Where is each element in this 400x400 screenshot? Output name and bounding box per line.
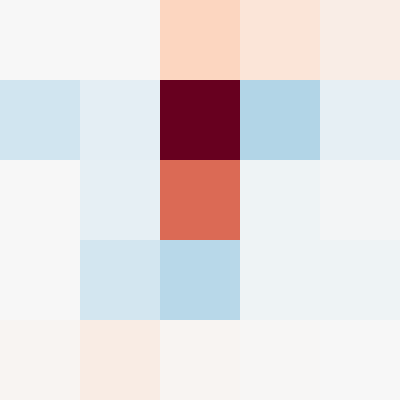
heatmap-cell bbox=[80, 160, 160, 240]
heatmap-cell bbox=[0, 0, 80, 80]
heatmap-cell bbox=[320, 320, 400, 400]
heatmap-cell bbox=[240, 160, 320, 240]
heatmap-cell bbox=[80, 0, 160, 80]
heatmap-cell bbox=[320, 80, 400, 160]
heatmap-cell bbox=[160, 0, 240, 80]
heatmap-cell bbox=[0, 320, 80, 400]
heatmap-cell bbox=[0, 80, 80, 160]
heatmap-cell bbox=[160, 240, 240, 320]
heatmap-cell bbox=[80, 80, 160, 160]
heatmap-cell bbox=[160, 160, 240, 240]
heatmap-cell bbox=[240, 80, 320, 160]
heatmap-cell bbox=[320, 240, 400, 320]
heatmap-cell bbox=[320, 160, 400, 240]
heatmap-cell bbox=[0, 240, 80, 320]
heatmap-cell bbox=[80, 320, 160, 400]
heatmap-cell bbox=[240, 320, 320, 400]
heatmap-cell bbox=[160, 80, 240, 160]
heatmap-cell bbox=[160, 320, 240, 400]
heatmap-cell bbox=[240, 0, 320, 80]
heatmap-cell bbox=[240, 240, 320, 320]
heatmap-cell bbox=[80, 240, 160, 320]
heatmap-cell bbox=[0, 160, 80, 240]
heatmap-cell bbox=[320, 0, 400, 80]
